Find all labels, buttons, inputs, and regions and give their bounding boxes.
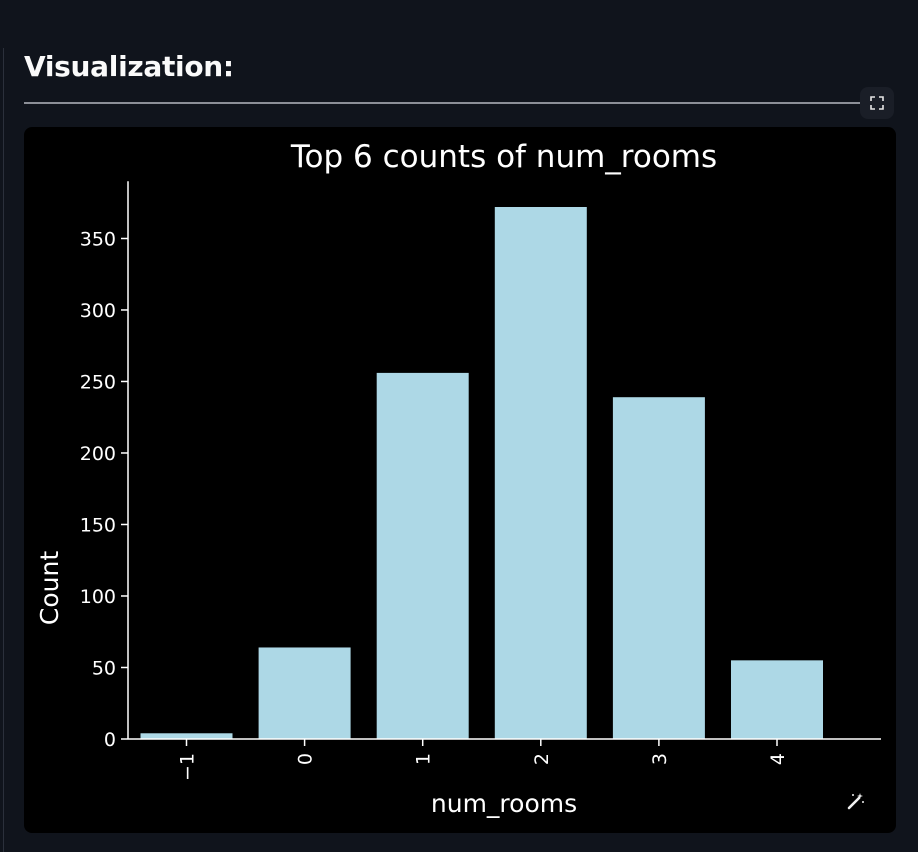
y-tick-label: 200 <box>80 443 116 465</box>
y-axis-label: Count <box>35 551 64 625</box>
bar-3 <box>494 207 587 739</box>
y-tick-label: 350 <box>80 228 116 250</box>
chart-title: Top 6 counts of num_rooms <box>290 139 717 175</box>
x-tick-label: 4 <box>767 753 789 765</box>
section-title: Visualization: <box>24 50 234 83</box>
chart-container: Top 6 counts of num_rooms −1 0 1 2 3 4 0 50 100 1… <box>24 127 896 833</box>
edit-chart-button[interactable] <box>846 791 872 817</box>
fullscreen-button[interactable] <box>860 87 894 119</box>
left-border <box>3 48 4 852</box>
y-tick-label: 0 <box>104 729 116 751</box>
x-tick-label: −1 <box>177 753 199 781</box>
x-tick-label: 1 <box>413 753 435 765</box>
section-divider <box>24 102 860 104</box>
y-tick-label: 300 <box>80 300 116 322</box>
y-tick-label: 50 <box>92 657 116 679</box>
bar-1 <box>258 647 351 739</box>
bar-4 <box>612 397 705 739</box>
y-tick-label: 250 <box>80 371 116 393</box>
bar-0 <box>140 733 233 739</box>
magic-wand-icon <box>847 793 864 810</box>
x-axis-label: num_rooms <box>431 789 577 818</box>
bar-5 <box>731 660 823 739</box>
fullscreen-icon <box>870 96 884 110</box>
axes-group: −1 0 1 2 3 4 0 50 100 150 200 250 300 350 <box>80 181 881 781</box>
x-tick-label: 3 <box>649 753 671 765</box>
y-tick-label: 100 <box>80 586 116 608</box>
bar-chart: Top 6 counts of num_rooms −1 0 1 2 3 4 0 50 100 1… <box>35 139 881 818</box>
y-tick-label: 150 <box>80 514 116 536</box>
bars-group <box>140 207 823 739</box>
x-tick-label: 0 <box>295 753 317 765</box>
bar-2 <box>376 372 469 739</box>
x-tick-label: 2 <box>531 753 553 765</box>
